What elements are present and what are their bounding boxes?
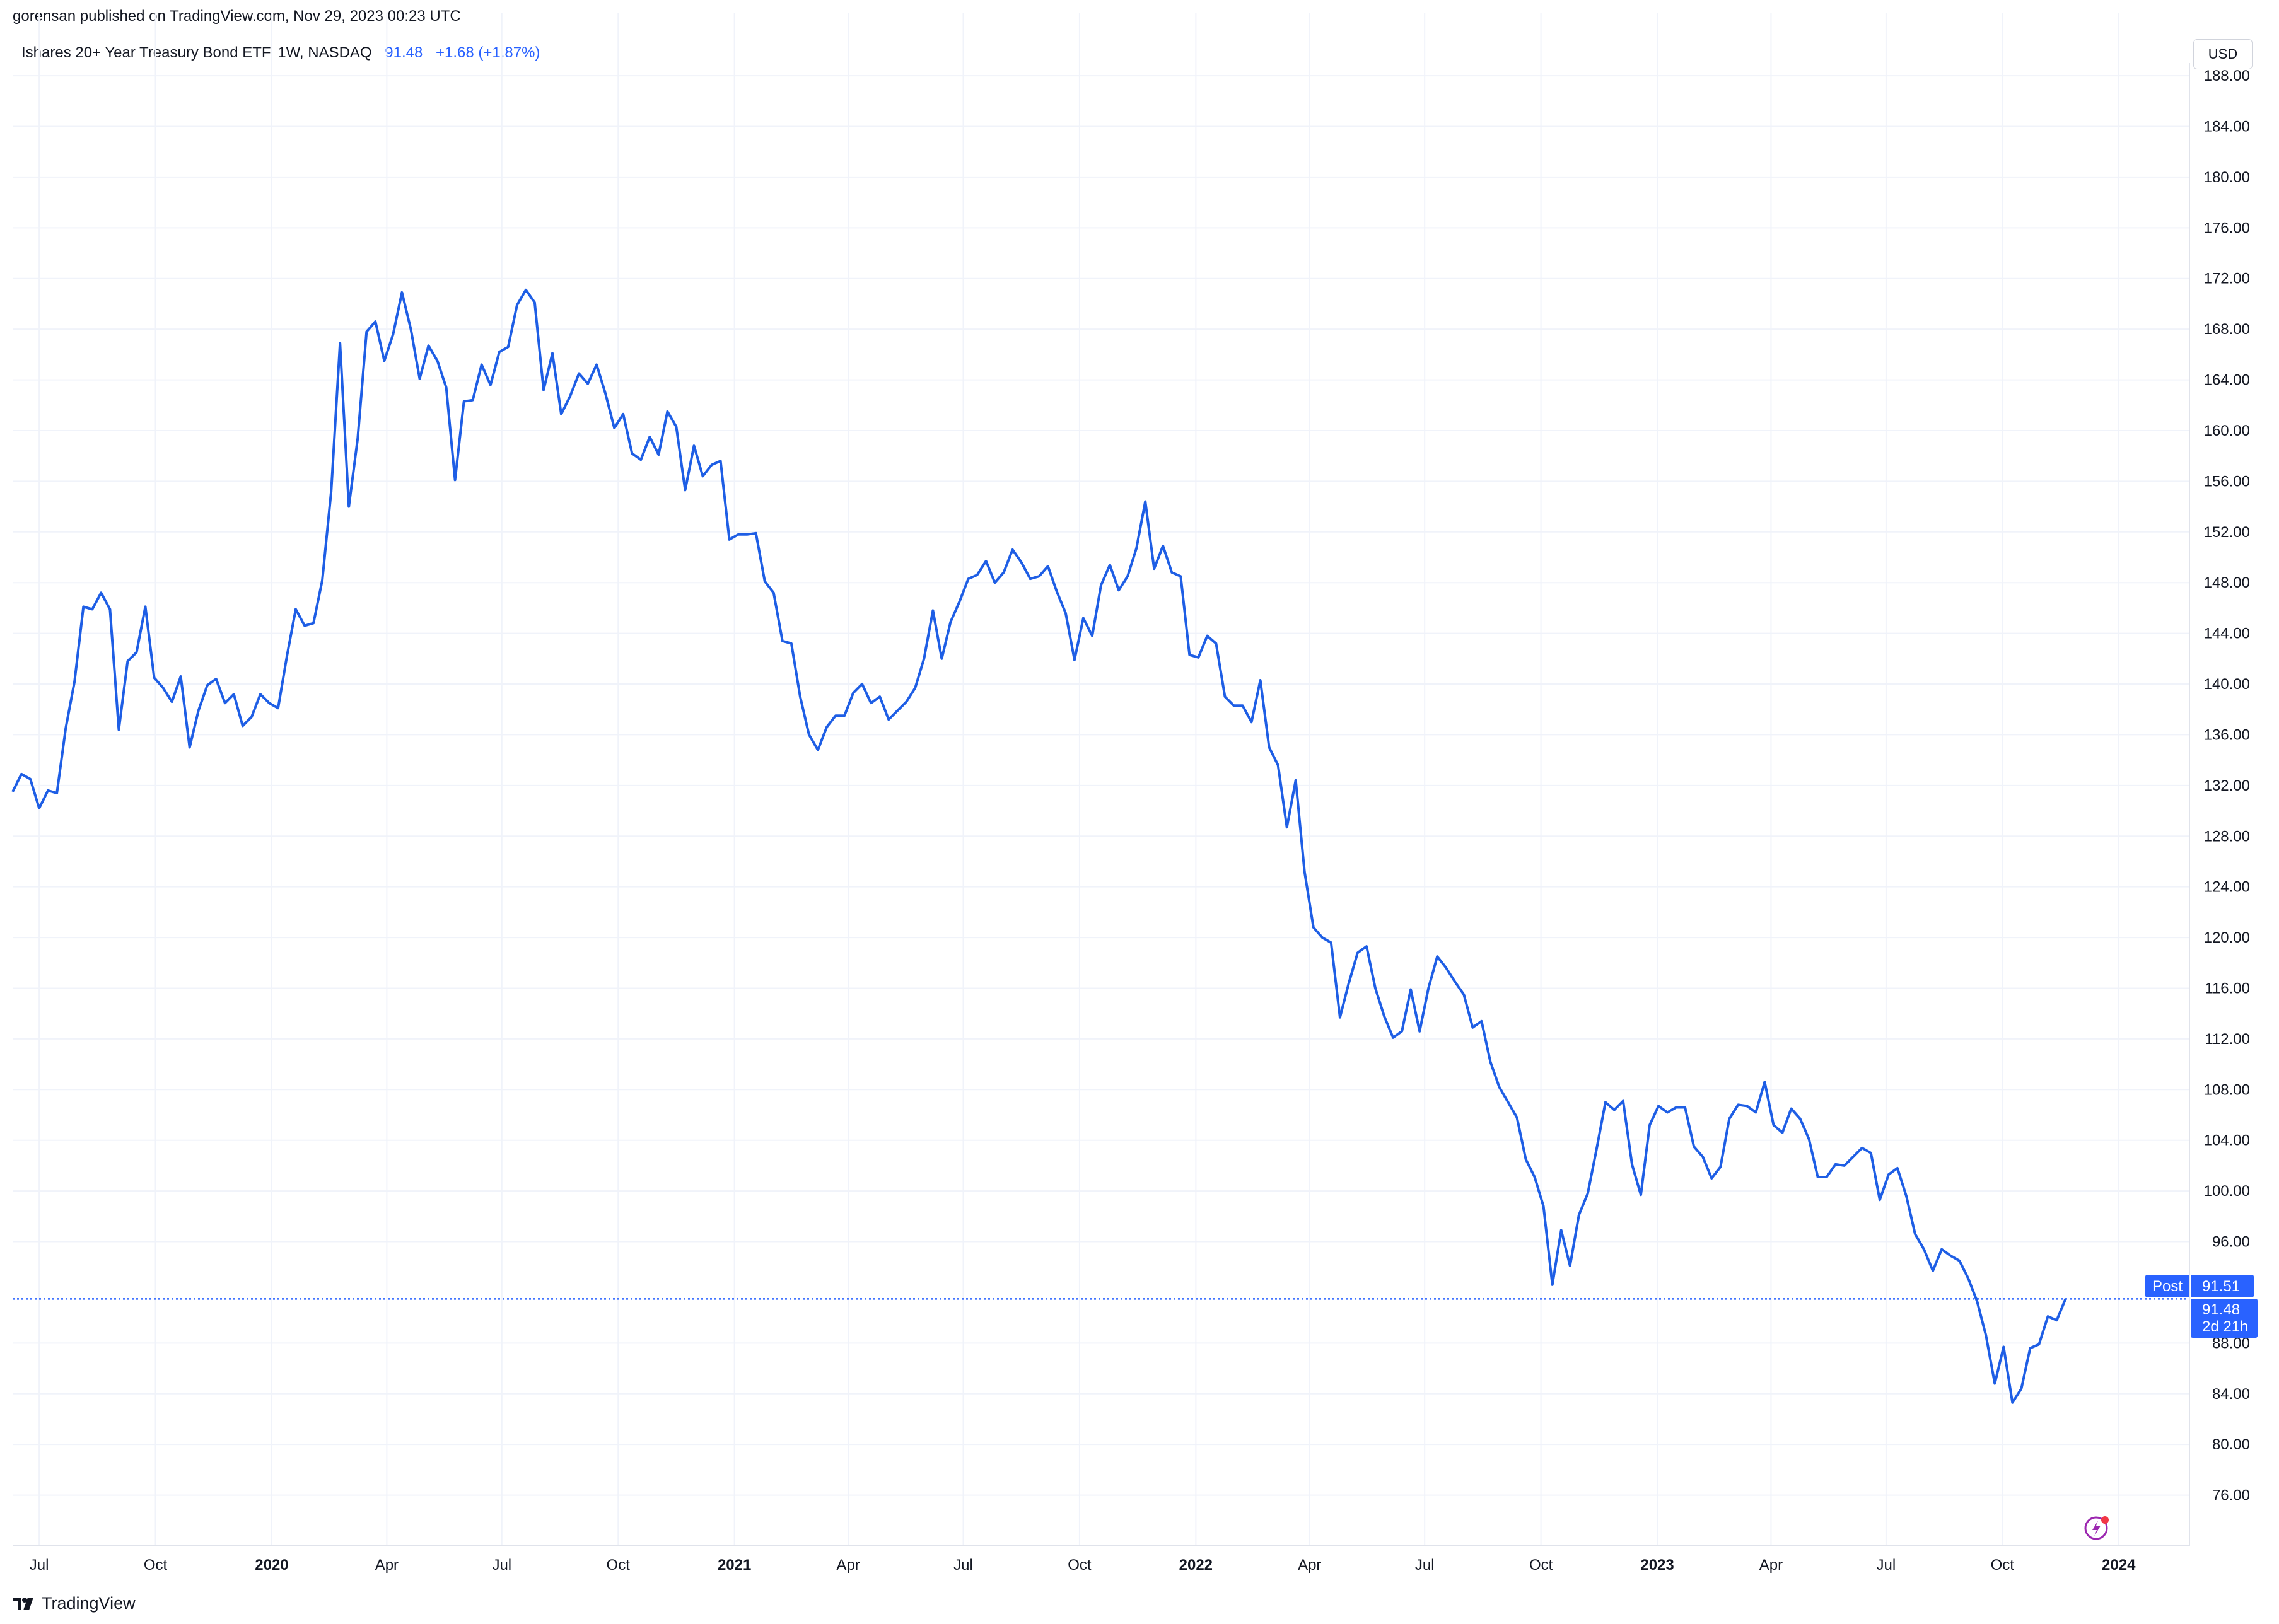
- grid-lines: [13, 13, 2189, 1546]
- time-tick-label: Jul: [1415, 1557, 1435, 1574]
- price-tick-label: 112.00: [2205, 1031, 2250, 1048]
- bar-countdown: 2d 21h: [2202, 1318, 2248, 1335]
- last-price-tag: 91.48 2d 21h: [2191, 1299, 2258, 1338]
- price-change: +1.68 (+1.87%): [436, 44, 540, 61]
- currency-button[interactable]: USD: [2193, 39, 2253, 69]
- tradingview-logo-icon: [13, 1597, 33, 1610]
- symbol-legend[interactable]: Ishares 20+ Year Treasury Bond ETF, 1W, …: [21, 44, 540, 62]
- time-tick-label: 2022: [1179, 1557, 1213, 1574]
- price-tick-label: 108.00: [2204, 1081, 2250, 1098]
- price-tick-label: 104.00: [2204, 1132, 2250, 1149]
- time-tick-label: Jul: [492, 1557, 511, 1574]
- last-price-tag-value: 91.48: [2202, 1301, 2240, 1318]
- time-tick-label: 2020: [255, 1557, 288, 1574]
- time-tick-label: 2021: [718, 1557, 751, 1574]
- price-tick-label: 84.00: [2212, 1386, 2250, 1403]
- time-tick-label: Jul: [953, 1557, 973, 1574]
- brand-label: TradingView: [42, 1594, 136, 1613]
- publisher-line: gorensan published on TradingView.com, N…: [13, 8, 461, 25]
- price-tick-label: 160.00: [2204, 422, 2250, 439]
- price-tick-label: 116.00: [2205, 980, 2250, 997]
- price-tick-label: 144.00: [2204, 625, 2250, 642]
- price-tick-label: 168.00: [2204, 321, 2250, 338]
- price-tick-label: 96.00: [2212, 1234, 2250, 1251]
- time-tick-label: Jul: [30, 1557, 49, 1574]
- price-axis[interactable]: 76.0080.0084.0088.0096.00100.00104.00108…: [2204, 67, 2250, 1504]
- price-series-line: [11, 288, 2067, 1404]
- time-tick-label: Jul: [1877, 1557, 1896, 1574]
- price-tick-label: 128.00: [2204, 828, 2250, 845]
- time-axis[interactable]: Jul Oct 2020 Apr Jul Oct 2021 Apr Jul Oct 2022 Apr J…: [30, 1557, 2136, 1574]
- time-tick-label: 2024: [2102, 1557, 2136, 1574]
- time-tick-label: Oct: [1991, 1557, 2015, 1574]
- price-tick-label: 80.00: [2212, 1436, 2250, 1453]
- time-tick-label: Apr: [375, 1557, 399, 1574]
- time-tick-label: Apr: [836, 1557, 860, 1574]
- price-tick-label: 172.00: [2204, 270, 2250, 287]
- price-tick-label: 176.00: [2204, 219, 2250, 236]
- price-tick-label: 140.00: [2204, 676, 2250, 693]
- post-price-tag: Post 91.51: [2145, 1275, 2254, 1297]
- price-tick-label: 100.00: [2204, 1183, 2250, 1200]
- price-tick-label: 180.00: [2204, 169, 2250, 186]
- last-price: 91.48: [385, 44, 423, 61]
- price-tick-label: 156.00: [2204, 473, 2250, 490]
- time-tick-label: Oct: [1529, 1557, 1553, 1574]
- post-price: 91.51: [2202, 1278, 2240, 1295]
- price-tick-label: 164.00: [2204, 372, 2250, 389]
- price-tick-label: 136.00: [2204, 726, 2250, 743]
- price-tick-label: 124.00: [2204, 879, 2250, 896]
- price-tick-label: 188.00: [2204, 67, 2250, 84]
- price-tick-label: 152.00: [2204, 524, 2250, 541]
- post-label: Post: [2152, 1278, 2183, 1295]
- time-tick-label: Apr: [1298, 1557, 1321, 1574]
- time-tick-label: Oct: [1068, 1557, 1092, 1574]
- price-tick-label: 184.00: [2204, 119, 2250, 136]
- lightning-icon[interactable]: [2084, 1516, 2109, 1540]
- time-tick-label: Apr: [1759, 1557, 1783, 1574]
- symbol-title[interactable]: Ishares 20+ Year Treasury Bond ETF, 1W, …: [21, 44, 372, 61]
- time-tick-label: 2023: [1640, 1557, 1674, 1574]
- tradingview-brand[interactable]: TradingView: [13, 1594, 136, 1613]
- price-tick-label: 120.00: [2204, 929, 2250, 946]
- time-tick-label: Oct: [607, 1557, 631, 1574]
- time-tick-label: Oct: [144, 1557, 168, 1574]
- price-tick-label: 132.00: [2204, 777, 2250, 794]
- price-tick-label: 76.00: [2212, 1487, 2250, 1504]
- price-tick-label: 148.00: [2204, 574, 2250, 591]
